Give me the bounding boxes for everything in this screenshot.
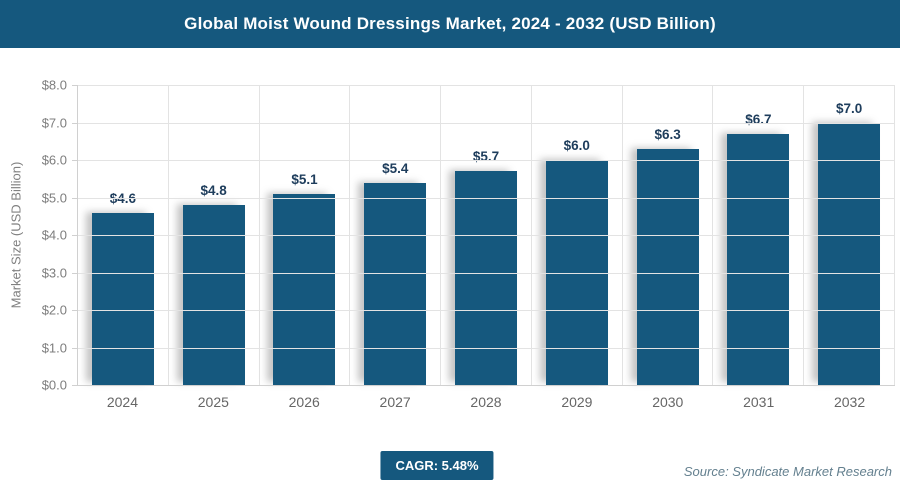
bar-2028: $5.7 [455, 149, 518, 385]
y-axis-tick [72, 197, 78, 199]
chart-area: Market Size (USD Billion) $4.6 $4.8 $5.1 $5… [9, 78, 896, 393]
y-axis-tick [72, 85, 78, 86]
bar-2031: $6.7 [727, 112, 790, 385]
y-tick-label: $3.0 [41, 265, 67, 280]
x-tick-label-2025: 2025 [197, 394, 229, 410]
x-tick-label-2026: 2026 [288, 394, 320, 410]
chart-footer: CAGR: 5.48% Source: Syndicate Market Res… [0, 446, 900, 486]
x-tick-label-2031: 2031 [743, 394, 775, 410]
x-tick-label-2032: 2032 [833, 394, 866, 410]
x-tick-label-2028: 2028 [470, 394, 502, 410]
y-tick-label: $8.0 [41, 77, 67, 93]
x-tick-label-2030: 2030 [652, 394, 684, 410]
source-attribution: Source: Syndicate Market Research [683, 464, 892, 479]
bar-group-2027: $5.4 [350, 85, 442, 385]
bar-value-label: $4.8 [200, 183, 227, 198]
x-tick-label-2024: 2024 [106, 394, 139, 410]
gridline [78, 160, 895, 161]
bar-2027: $5.4 [364, 161, 427, 385]
y-tick-label: $4.0 [41, 227, 67, 243]
bar-group-2031: $6.7 [713, 85, 805, 385]
y-axis-tick [72, 385, 78, 386]
plot-area: $4.6 $4.8 $5.1 $5.4 $5.7 $6.0 $6.3 $6.7 $7.0 $8.… [42, 78, 896, 393]
chart-title: Global Moist Wound Dressings Market, 202… [184, 14, 716, 33]
bar-value-label: $6.0 [563, 138, 590, 153]
bar-2025: $4.8 [182, 183, 245, 385]
bar-value-label: $6.7 [745, 111, 772, 127]
bar-value-label: $5.7 [472, 149, 500, 165]
bar-2024: $4.6 [91, 191, 154, 385]
y-tick-label: $5.0 [41, 190, 67, 205]
y-tick-label: $2.0 [41, 302, 67, 318]
bar-value-label: $6.3 [654, 126, 681, 142]
bar-value-label: $5.1 [291, 171, 318, 187]
gridline [78, 122, 895, 124]
gridline [78, 235, 895, 236]
x-tick-label-2029: 2029 [561, 394, 593, 410]
bar-2026: $5.1 [273, 172, 336, 385]
y-axis-tick [72, 347, 78, 349]
gridline [78, 197, 895, 199]
y-tick-label: $7.0 [41, 115, 67, 130]
y-tick-label: $1.0 [41, 340, 67, 355]
x-tick-label-2027: 2027 [379, 394, 411, 410]
y-axis-tick [72, 160, 78, 161]
bar-2030: $6.3 [636, 127, 699, 385]
gridline [78, 85, 895, 86]
cagr-badge: CAGR: 5.48% [380, 451, 494, 480]
gridline [78, 310, 895, 311]
y-axis-tick [72, 122, 78, 124]
gridline [78, 385, 895, 386]
x-axis-labels: 2024 2025 2026 2027 2028 2029 2030 2031 2032 [77, 385, 895, 410]
bar-value-label: $7.0 [836, 100, 863, 116]
gridline [78, 272, 895, 274]
bar-value-label: $5.4 [382, 160, 409, 176]
y-axis-title: Market Size (USD Billion) [8, 161, 24, 309]
chart-title-bar: Global Moist Wound Dressings Market, 202… [0, 0, 900, 48]
y-axis-tick [72, 310, 78, 311]
gridline [78, 347, 895, 349]
bar-2032: $7.0 [818, 101, 881, 385]
y-tick-label: $0.0 [41, 377, 67, 393]
bar-group-2024: $4.6 [78, 85, 169, 385]
y-axis-tick [72, 235, 78, 236]
y-tick-label: $6.0 [41, 152, 67, 168]
y-axis-tick [72, 272, 78, 274]
